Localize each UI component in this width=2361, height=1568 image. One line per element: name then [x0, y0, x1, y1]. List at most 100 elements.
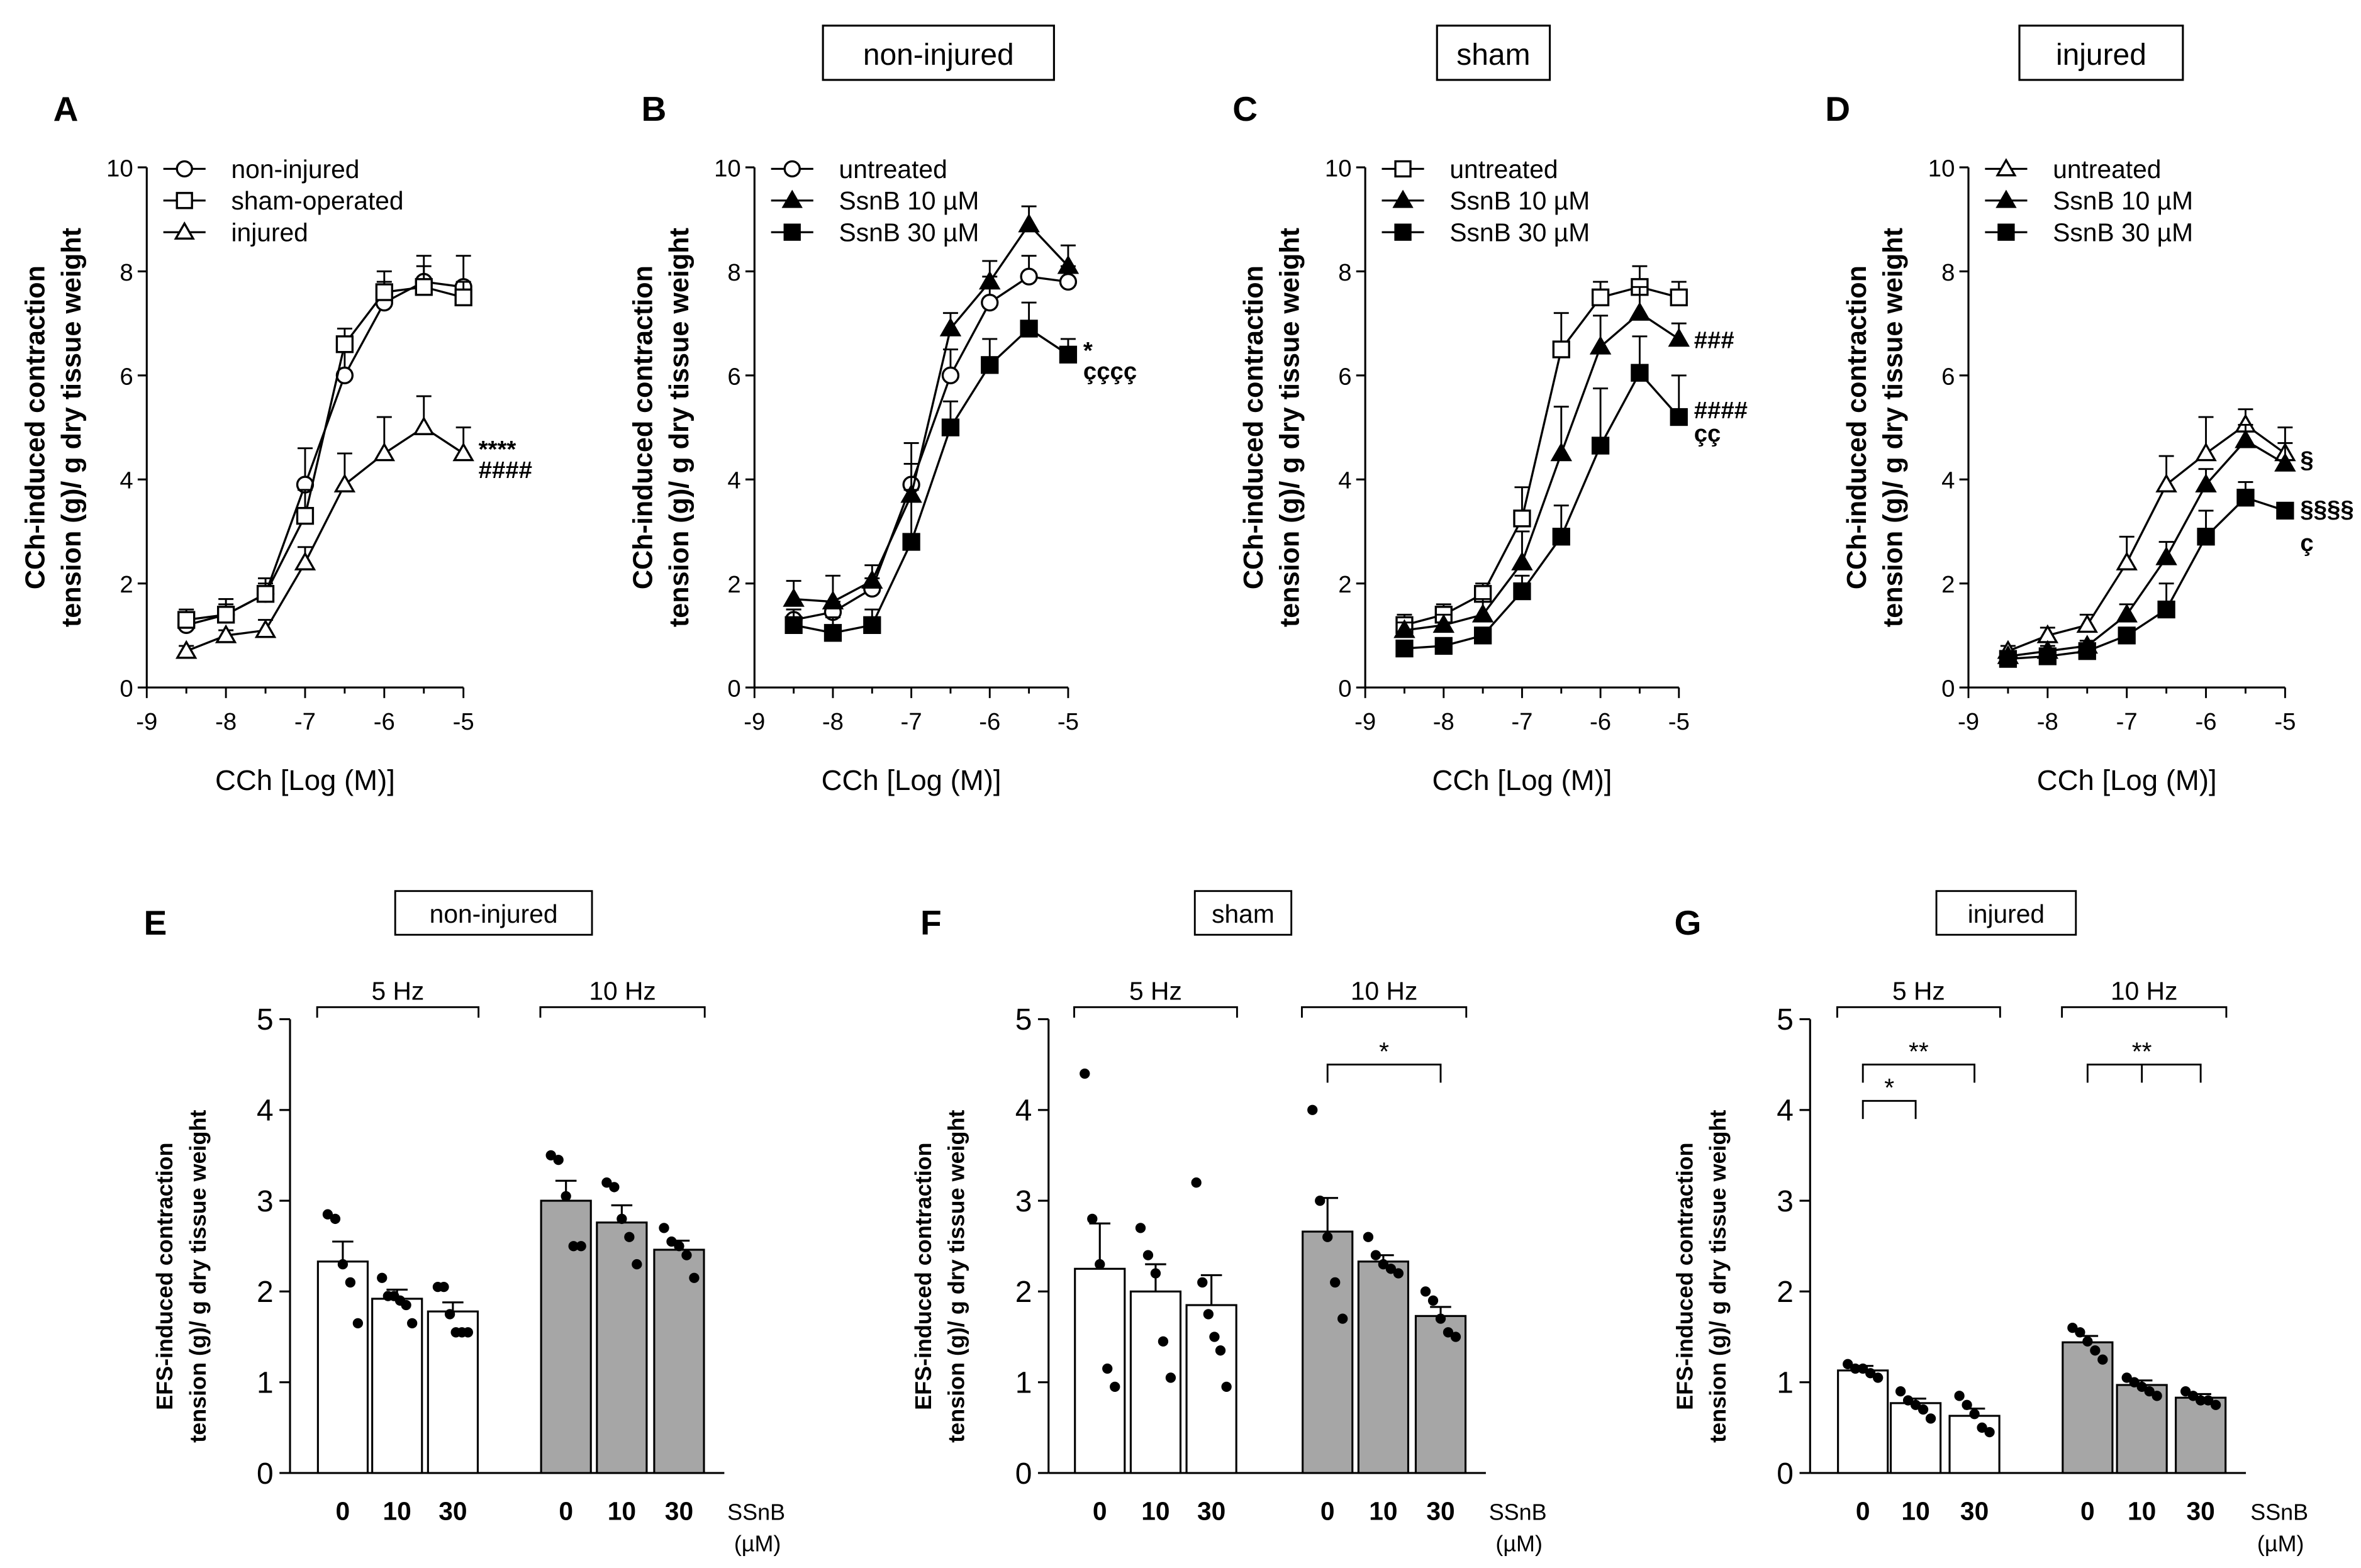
x-tick-label: 0 [1856, 1496, 1870, 1525]
panel-header-box [822, 25, 1055, 81]
x-tick-label: -7 [2116, 708, 2138, 735]
y-tick-label: 4 [1941, 467, 1955, 494]
data-dot [1197, 1277, 1208, 1288]
data-dot [1977, 1422, 1987, 1433]
data-point [1511, 551, 1533, 570]
data-dot [1322, 1232, 1333, 1242]
data-point [941, 418, 960, 436]
significance-annotation: §§§§ [2300, 496, 2353, 523]
panel-letter: C [1232, 89, 1258, 128]
data-point [454, 288, 472, 306]
series-line [2007, 439, 2286, 658]
x-tick-label: 10 [1141, 1496, 1169, 1525]
y-axis-label-line2: tension (g)/ g dry tissue weight [1878, 228, 1909, 627]
y-tick-label: 0 [257, 1457, 274, 1491]
panel-letter: B [642, 89, 667, 128]
data-point [783, 587, 805, 607]
y-tick-label: 4 [257, 1094, 274, 1128]
data-point [1552, 528, 1570, 546]
x-tick-label: -6 [374, 708, 395, 735]
data-dot [624, 1232, 635, 1242]
data-point [375, 283, 393, 301]
data-dot [1203, 1309, 1214, 1320]
data-dot [1865, 1368, 1876, 1379]
data-point [2197, 528, 2215, 546]
x-tick-label: -6 [979, 708, 1000, 735]
panel-header-box [1193, 890, 1293, 936]
data-dot [568, 1241, 579, 1252]
y-tick-label: 10 [714, 155, 741, 182]
legend-marker [1995, 189, 2017, 208]
data-point [373, 442, 396, 462]
series-injured [175, 395, 474, 659]
bar-10hz-10: 10 [596, 1177, 648, 1525]
data-dot [2152, 1391, 2162, 1401]
x-tick-label: -8 [1433, 708, 1454, 735]
data-dot [2202, 1395, 2214, 1406]
y-tick-label: 6 [727, 363, 740, 390]
x-axis-label: CCh [Log (M)] [822, 764, 1002, 796]
data-dot [1080, 1068, 1090, 1079]
significance-annotation: #### [479, 457, 532, 484]
data-dot [2144, 1386, 2155, 1397]
bar-10hz-30: 30 [653, 1223, 705, 1525]
treatment-unit: (µM) [734, 1531, 781, 1557]
data-point [2038, 647, 2057, 665]
data-dot [1917, 1404, 1929, 1415]
x-tick-label: 0 [2080, 1496, 2095, 1525]
group-label: 5 Hz [371, 976, 424, 1005]
data-point [254, 619, 277, 638]
group-label: 10 Hz [589, 976, 656, 1005]
data-dot [462, 1327, 474, 1338]
bar-5hz-0: 0 [1074, 1068, 1126, 1525]
x-tick-label: -5 [1058, 708, 1079, 735]
data-dot [401, 1299, 411, 1311]
bar-10hz-10: 10 [1357, 1232, 1410, 1525]
legend-marker [1394, 160, 1412, 178]
y-tick-label: 4 [1338, 467, 1351, 494]
y-axis-label-line1: CCh-induced contraction [20, 265, 50, 589]
data-dot [1370, 1250, 1381, 1260]
data-point [1434, 637, 1453, 655]
data-point [1432, 614, 1455, 633]
significance-annotation: #### [1694, 397, 1748, 424]
significance-label: * [1379, 1037, 1389, 1065]
data-point [2116, 551, 2138, 570]
data-dot [337, 1259, 349, 1270]
y-tick-label: 10 [1325, 155, 1352, 182]
significance-label: ** [2132, 1037, 2152, 1065]
x-tick-label: -7 [901, 708, 922, 735]
bar-5hz-0: 0 [316, 1209, 369, 1525]
data-point [1670, 408, 1688, 426]
series-sham-operated [177, 265, 472, 629]
series-untreated [1395, 265, 1688, 634]
data-dot [2180, 1386, 2191, 1397]
y-tick-label: 8 [1338, 259, 1351, 286]
y-tick-label: 2 [1338, 571, 1351, 598]
data-point [177, 611, 196, 629]
y-tick-label: 4 [120, 467, 133, 494]
data-point [1591, 288, 1610, 306]
series-ssnb-30-m [784, 301, 1078, 642]
data-dot [1843, 1359, 1853, 1369]
bar [1074, 1267, 1126, 1474]
bar [1948, 1415, 2001, 1474]
x-tick-label: 10 [608, 1496, 636, 1525]
bar [2175, 1396, 2227, 1474]
legend-label: untreated [2053, 155, 2161, 184]
significance-annotation: çççç [1083, 358, 1137, 385]
data-dot [1087, 1213, 1098, 1225]
data-dot [609, 1182, 620, 1193]
legend-label: SsnB 10 µM [1449, 186, 1590, 215]
y-tick-label: 6 [1941, 363, 1955, 390]
series-ssnb-10-m [1393, 286, 1690, 638]
bar-5hz-10: 10 [371, 1272, 423, 1525]
y-axis-label-line1: EFS-induced contraction [152, 1143, 177, 1410]
group-label: 5 Hz [1892, 976, 1945, 1005]
data-point [1629, 301, 1651, 321]
y-tick-label: 3 [257, 1185, 274, 1218]
legend-label: SsnB 30 µM [2053, 218, 2193, 247]
treatment-unit: (µM) [1495, 1531, 1543, 1557]
bar-5hz-30: 30 [1948, 1391, 2001, 1525]
panel-header-box [1935, 890, 2077, 936]
